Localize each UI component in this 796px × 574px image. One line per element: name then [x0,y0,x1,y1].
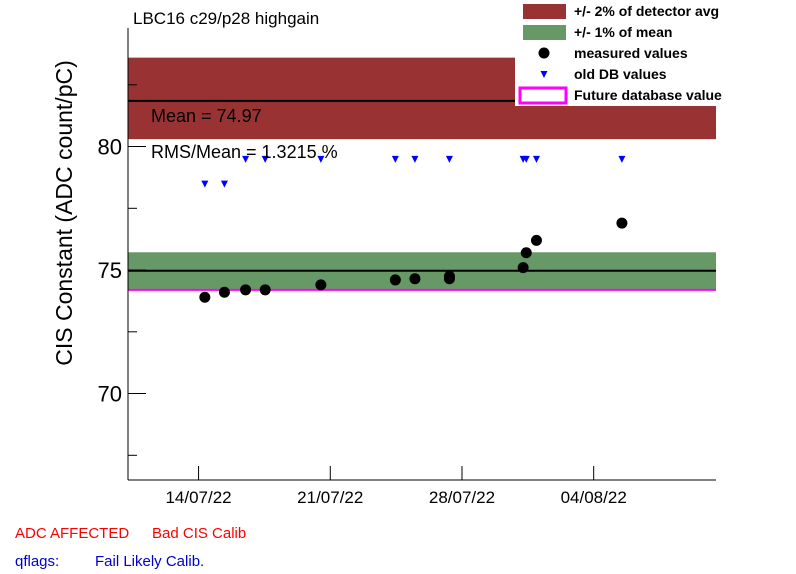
measured-value-point [520,247,532,259]
legend-marker [540,71,548,78]
old-db-value-point [317,155,325,163]
measured-value-point [443,270,455,282]
qflags-value: Fail Likely Calib. [95,553,205,570]
old-db-value-point [411,155,419,163]
old-db-value-point [445,155,453,163]
legend-label: old DB values [574,66,667,82]
old-db-value-point [261,155,269,163]
x-tick-label: 21/07/22 [297,488,363,507]
x-tick-label: 04/08/22 [561,488,627,507]
chart-title: LBC16 c29/p28 highgain [133,9,319,28]
mean-annotation: Mean = 74.97 [151,106,262,126]
measured-value-point [409,273,421,285]
legend-label: +/- 2% of detector avg [574,3,719,19]
rms-annotation: RMS/Mean = 1.3215 % [151,142,338,162]
adc-affected-flag: ADC AFFECTED [15,525,130,542]
measured-value-point [199,291,211,303]
old-db-value-point [618,155,626,163]
legend-marker [538,47,550,59]
measured-value-point [616,217,628,229]
old-db-value-point [201,180,209,188]
legend: +/- 2% of detector avg +/- 1% of mean meas… [515,0,750,106]
old-db-value-point [532,155,540,163]
qflags-label: qflags: [15,553,60,570]
x-tick-label: 28/07/22 [429,488,495,507]
legend-label: measured values [574,45,688,61]
legend-label: Future database value [574,87,722,103]
x-tick-label: 14/07/22 [165,488,231,507]
measured-value-point [259,284,271,296]
y-tick-label: 80 [98,135,122,160]
old-db-value-point [522,155,530,163]
old-db-value-point [220,180,228,188]
legend-swatch [523,4,566,19]
legend-swatch [523,25,566,40]
legend-swatch [518,86,568,105]
bad-cis-calib-flag: Bad CIS Calib [152,525,247,542]
y-axis-label: CIS Constant (ADC count/pC) [51,60,77,366]
y-tick-label: 75 [98,258,122,283]
y-tick-label: 70 [98,382,122,407]
measured-value-point [315,279,327,291]
measured-value-point [218,286,230,298]
old-db-value-point [391,155,399,163]
measured-value-point [517,262,529,274]
measured-value-point [389,274,401,286]
measured-value-point [530,234,542,246]
old-db-value-point [242,155,250,163]
measured-value-point [240,284,252,296]
legend-label: +/- 1% of mean [574,24,672,40]
